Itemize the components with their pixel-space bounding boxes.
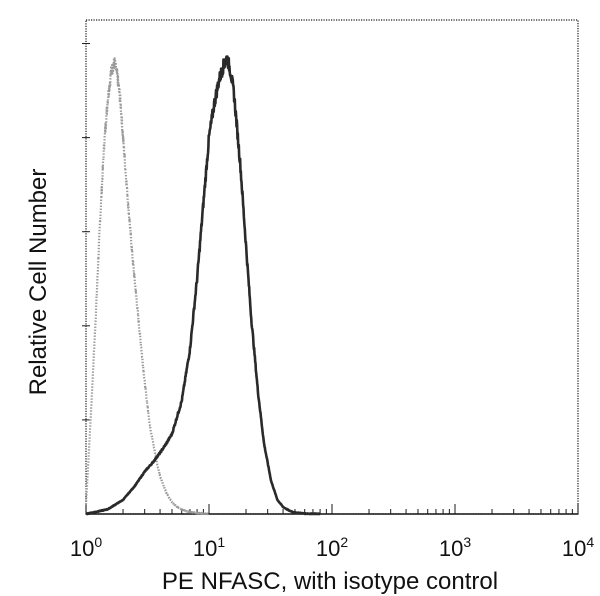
x-tick-label: 100 <box>70 534 102 561</box>
series-layer <box>84 55 322 516</box>
series-pe-nfasc-line <box>85 55 322 516</box>
axis-ticks <box>82 43 579 514</box>
x-tick-label: 103 <box>439 534 471 561</box>
x-tick-labels: 100 101 102 103 104 <box>70 534 594 561</box>
plot-area <box>85 19 579 515</box>
x-tick-label: 102 <box>316 534 348 561</box>
series-isotype-control-line <box>84 56 210 516</box>
x-axis-title: PE NFASC, with isotype control <box>162 568 498 595</box>
x-tick-label: 101 <box>193 534 225 561</box>
x-tick-label: 104 <box>562 534 594 561</box>
y-axis-title: Relative Cell Number <box>25 169 52 396</box>
plot-border <box>85 19 579 515</box>
